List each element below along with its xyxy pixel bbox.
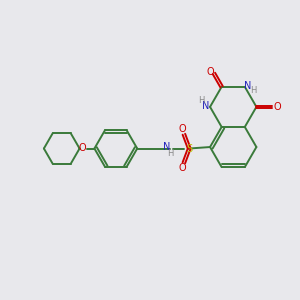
Text: O: O bbox=[206, 67, 214, 77]
Text: H: H bbox=[168, 149, 174, 158]
Text: O: O bbox=[178, 124, 186, 134]
Text: N: N bbox=[244, 81, 251, 91]
Text: O: O bbox=[178, 163, 186, 173]
Text: H: H bbox=[199, 96, 205, 105]
Text: O: O bbox=[79, 143, 86, 153]
Text: S: S bbox=[186, 143, 192, 154]
Text: H: H bbox=[250, 86, 257, 95]
Text: N: N bbox=[163, 142, 171, 152]
Text: N: N bbox=[202, 101, 210, 111]
Text: O: O bbox=[273, 102, 281, 112]
